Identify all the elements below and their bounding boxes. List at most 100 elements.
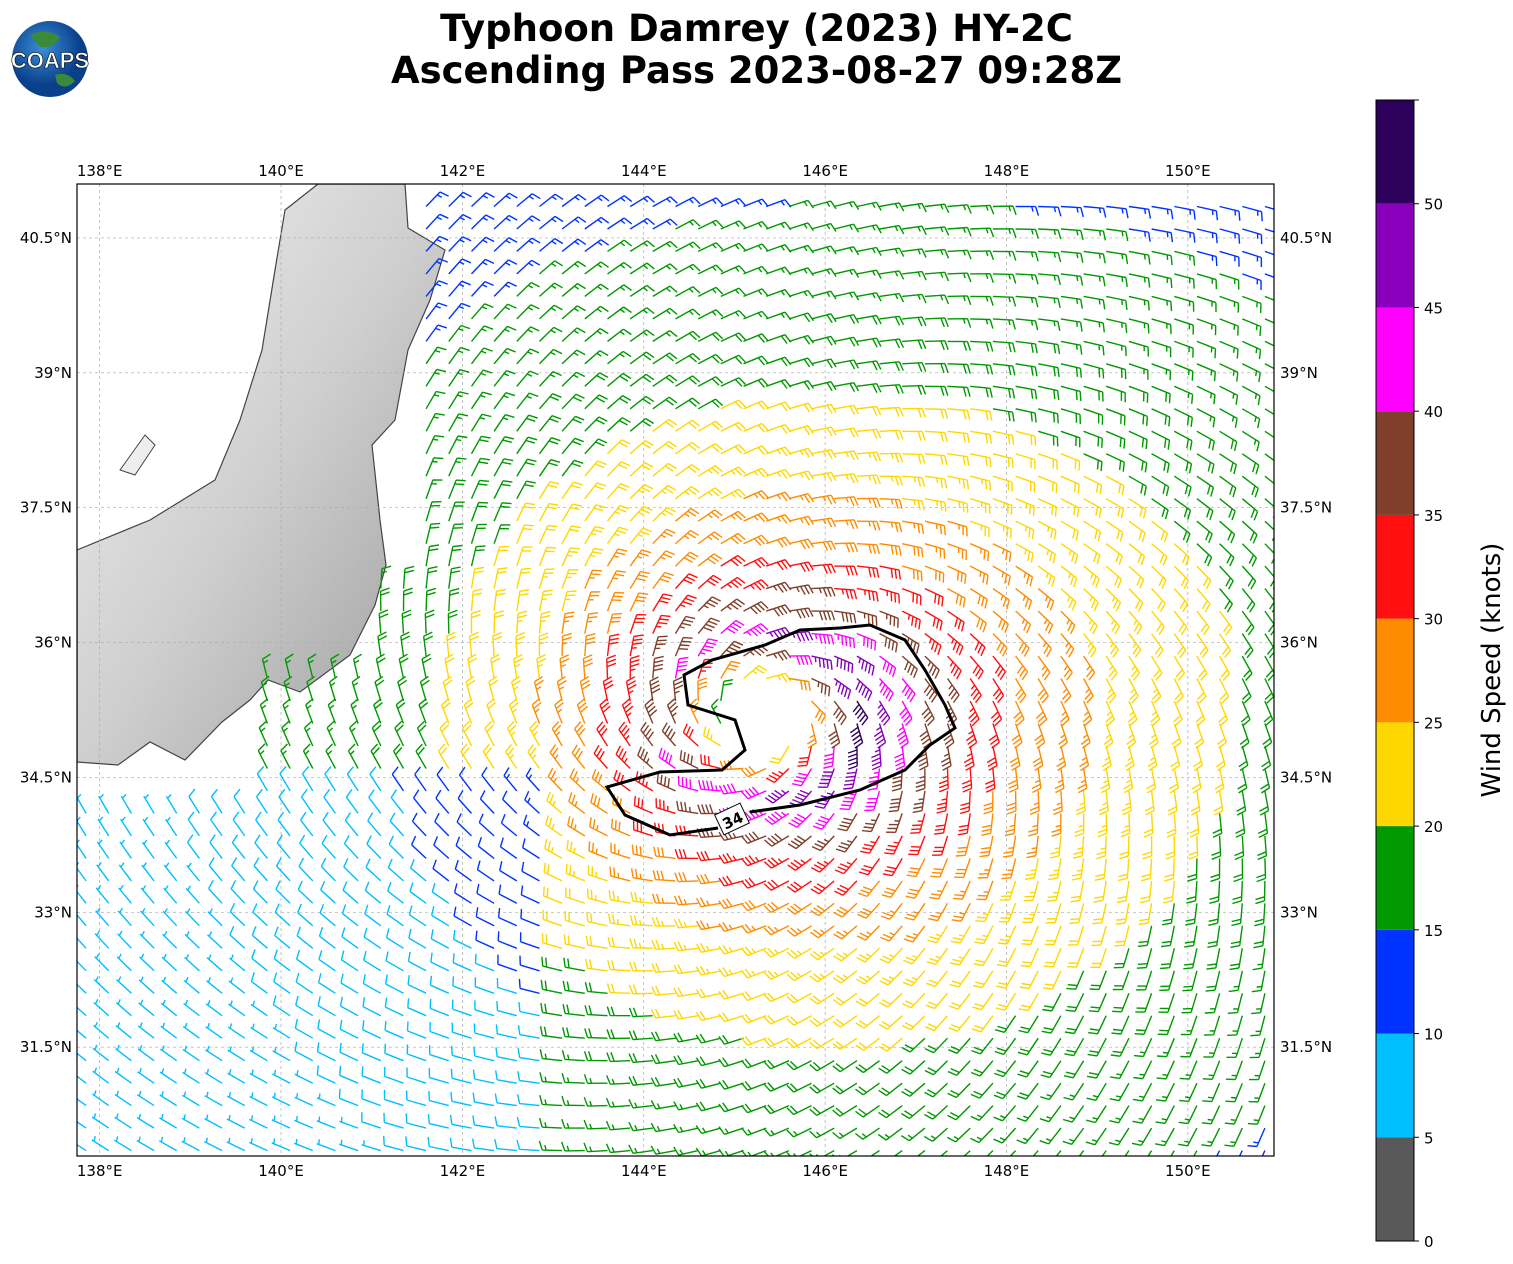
wind-barb — [630, 868, 653, 882]
wind-barb — [428, 1091, 449, 1107]
lat-tick-right: 37.5°N — [1280, 499, 1332, 517]
wind-barb — [260, 675, 270, 702]
wind-barb — [606, 1029, 631, 1040]
wind-barb — [1151, 408, 1171, 427]
wind-barb — [810, 857, 835, 873]
wind-barb — [765, 199, 792, 208]
wind-barb — [448, 457, 467, 477]
wind-barb — [902, 248, 927, 258]
wind-barb — [1264, 565, 1274, 590]
wind-barb — [522, 838, 540, 859]
wind-barb — [969, 633, 986, 657]
wind-barb — [986, 745, 998, 771]
wind-barb — [159, 1091, 178, 1107]
wind-barb — [834, 291, 860, 301]
wind-barb — [675, 486, 700, 500]
wind-barb — [231, 834, 246, 859]
wind-barb — [342, 881, 359, 904]
wind-barb — [924, 498, 947, 512]
wind-barb — [720, 421, 746, 432]
wind-barb — [204, 1091, 223, 1107]
wind-barb — [1015, 520, 1035, 540]
wind-barb — [856, 201, 882, 211]
wind-barb — [720, 488, 746, 500]
wind-barb — [91, 1113, 110, 1129]
wind-barb — [1190, 790, 1201, 816]
wind-barb — [947, 520, 968, 537]
wind-barb — [398, 653, 409, 679]
wind-barb — [652, 418, 678, 432]
wind-barb — [1015, 250, 1039, 262]
wind-barb — [96, 862, 110, 882]
wind-barb — [674, 636, 693, 657]
wind-barb — [606, 633, 620, 657]
wind-barb — [476, 883, 495, 904]
wind-barb — [1106, 273, 1128, 287]
wind-barb — [1109, 1105, 1130, 1124]
wind-barb — [992, 340, 1016, 353]
wind-barb — [1227, 993, 1243, 1014]
wind-barb — [797, 745, 813, 767]
colorbar-bin — [1376, 307, 1414, 412]
wind-barb — [661, 722, 677, 747]
wind-barb — [992, 430, 1015, 445]
wind-barb — [1018, 992, 1039, 1012]
wind-barb — [697, 531, 723, 545]
wind-barb — [282, 698, 291, 724]
wind-barb — [585, 958, 608, 972]
wind-barb — [541, 933, 563, 949]
wind-barb — [1196, 498, 1214, 521]
wind-barb — [1049, 835, 1062, 859]
wind-barb — [298, 857, 314, 882]
wind-barb — [539, 304, 563, 320]
wind-barb — [629, 483, 654, 500]
wind-barb — [456, 813, 472, 837]
lat-tick-left: 40.5°N — [20, 229, 72, 247]
wind-barb — [652, 263, 678, 275]
wind-barb — [516, 392, 539, 410]
wind-barb — [652, 614, 671, 634]
wind-barb — [448, 302, 471, 320]
wind-barb — [1105, 453, 1125, 472]
wind-barb — [540, 1002, 563, 1017]
wind-barb — [606, 983, 631, 994]
wind-barb — [788, 334, 815, 345]
wind-barb — [1015, 385, 1038, 400]
wind-barb — [1242, 250, 1263, 268]
wind-barb — [1015, 565, 1034, 587]
wind-barb — [1004, 813, 1017, 837]
wind-barb — [517, 1025, 540, 1039]
wind-barb — [1128, 228, 1151, 242]
wind-barb — [992, 408, 1015, 422]
wind-barb — [947, 1105, 971, 1121]
wind-barb — [607, 960, 631, 972]
wind-barb — [673, 941, 699, 952]
wind-barb — [391, 766, 405, 792]
wind-barb — [743, 310, 769, 320]
wind-barb — [93, 999, 110, 1017]
colorbar-tick-label: 15 — [1424, 922, 1443, 940]
wind-barb — [629, 307, 655, 320]
wind-barb — [451, 1045, 472, 1062]
wind-barb — [584, 982, 608, 994]
wind-barb — [806, 723, 817, 749]
wind-barb — [1151, 543, 1168, 566]
wind-barb — [608, 890, 631, 904]
wind-barb — [924, 362, 949, 373]
wind-barb — [893, 1150, 903, 1156]
wind-barb — [902, 270, 927, 281]
wind-barb — [606, 591, 625, 612]
wind-barb — [697, 309, 724, 320]
wind-barb — [1008, 768, 1019, 793]
wind-barb — [1083, 408, 1104, 425]
wind-barb — [492, 631, 503, 657]
wind-barb — [995, 992, 1017, 1011]
wind-barb — [973, 947, 994, 967]
wind-barb — [1083, 520, 1102, 542]
wind-barb — [497, 954, 518, 972]
wind-barb — [539, 282, 563, 297]
wind-barb — [811, 677, 831, 697]
wind-barb — [117, 930, 132, 949]
wind-barb — [430, 929, 450, 949]
